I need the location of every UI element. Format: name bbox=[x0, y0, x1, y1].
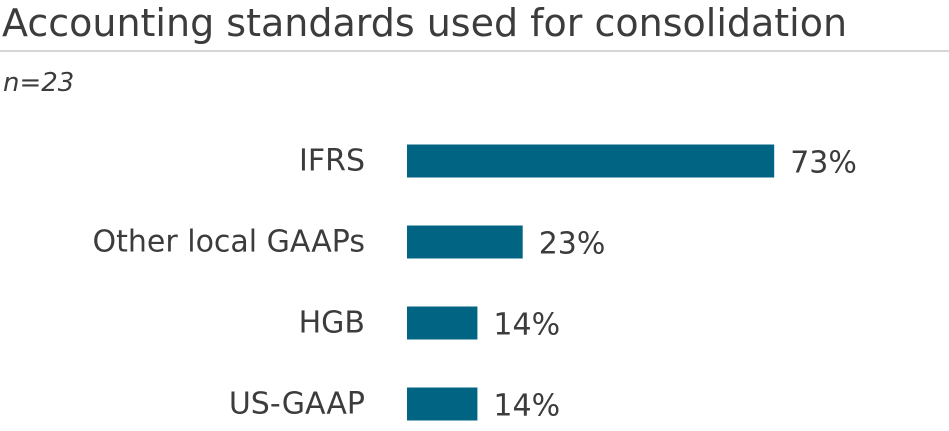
category-label: HGB bbox=[299, 306, 365, 341]
category-label: Other local GAAPs bbox=[93, 225, 365, 260]
bars-layer: IFRS 73% Other local GAAPs 23% HGB 14% US-GAAP… bbox=[93, 144, 857, 424]
title-divider bbox=[0, 50, 949, 52]
bar-ifrs bbox=[407, 144, 775, 178]
category-label: US-GAAP bbox=[229, 387, 365, 422]
bar-hgb bbox=[407, 306, 478, 340]
bar-other-local-gaaps bbox=[407, 225, 523, 259]
bar-us-gaap bbox=[407, 387, 478, 421]
value-label: 14% bbox=[493, 308, 560, 343]
chart-title: Accounting standards used for consolidat… bbox=[2, 1, 848, 45]
value-label: 14% bbox=[493, 389, 560, 424]
value-label: 23% bbox=[539, 227, 606, 262]
chart-subtitle: n=23 bbox=[3, 68, 75, 98]
category-label: IFRS bbox=[299, 144, 365, 179]
value-label: 73% bbox=[790, 146, 857, 181]
